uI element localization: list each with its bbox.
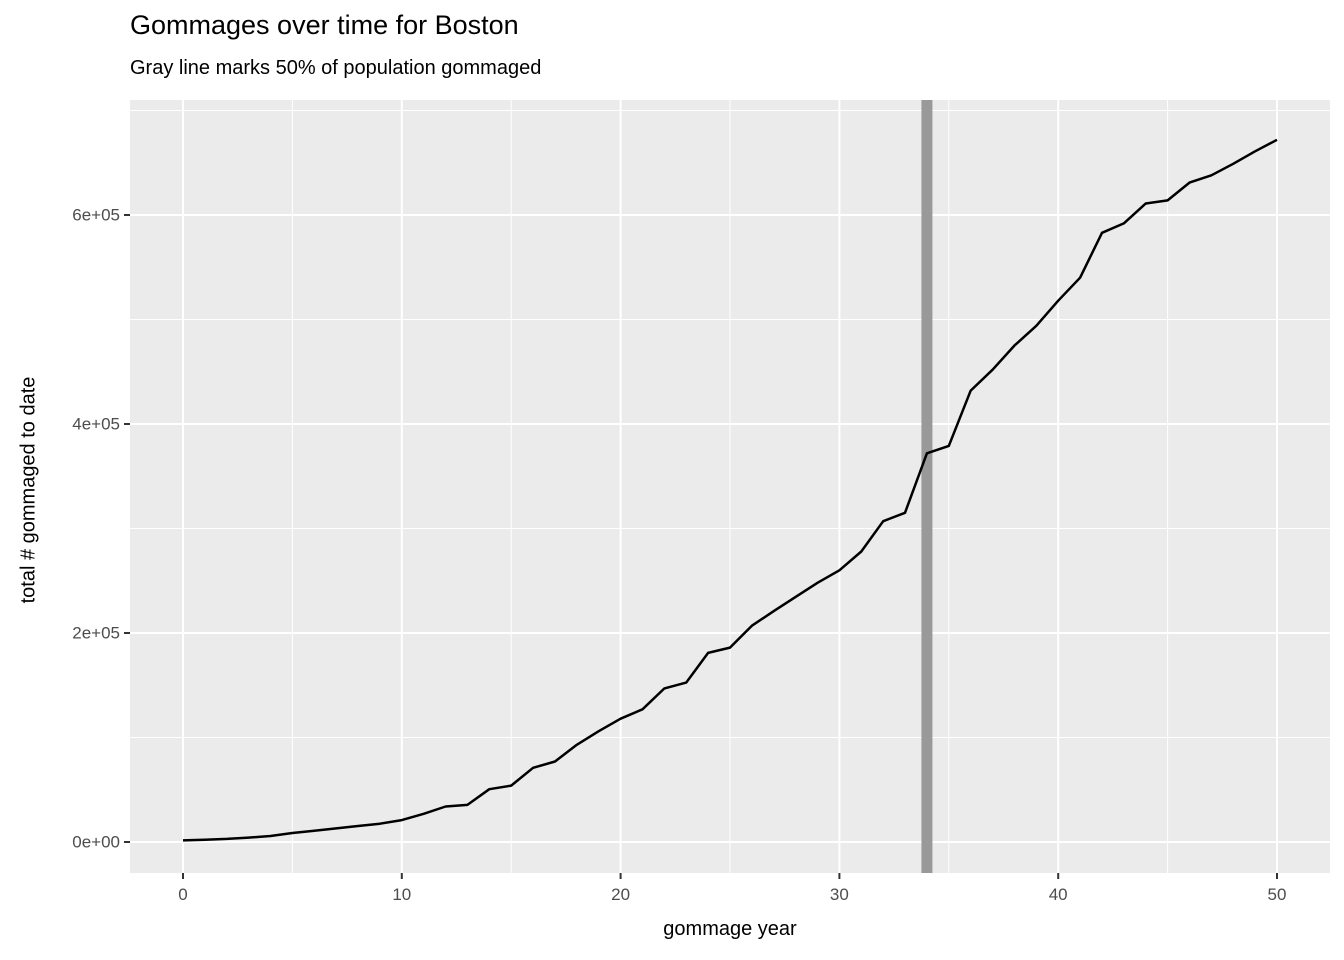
y-axis-title: total # gommaged to date: [17, 376, 40, 604]
y-tick-label: 4e+05: [72, 414, 120, 434]
chart-subtitle: Gray line marks 50% of population gommag…: [130, 57, 542, 79]
gommage-data-line: [182, 138, 1278, 842]
y-tick-label: 2e+05: [72, 623, 120, 643]
x-tick-label: 0: [178, 885, 188, 904]
x-tick-label: 50: [1267, 885, 1287, 904]
x-tick-label: 30: [829, 885, 849, 904]
x-axis-title: gommage year: [663, 918, 797, 940]
x-tick-label: 40: [1048, 885, 1068, 904]
y-tick-label: 6e+05: [72, 205, 120, 225]
y-tick-label: 0e+00: [72, 832, 120, 852]
x-tick-label: 20: [611, 885, 631, 904]
x-tick-label: 10: [392, 885, 412, 904]
chart-title: Gommages over time for Boston: [130, 10, 519, 40]
